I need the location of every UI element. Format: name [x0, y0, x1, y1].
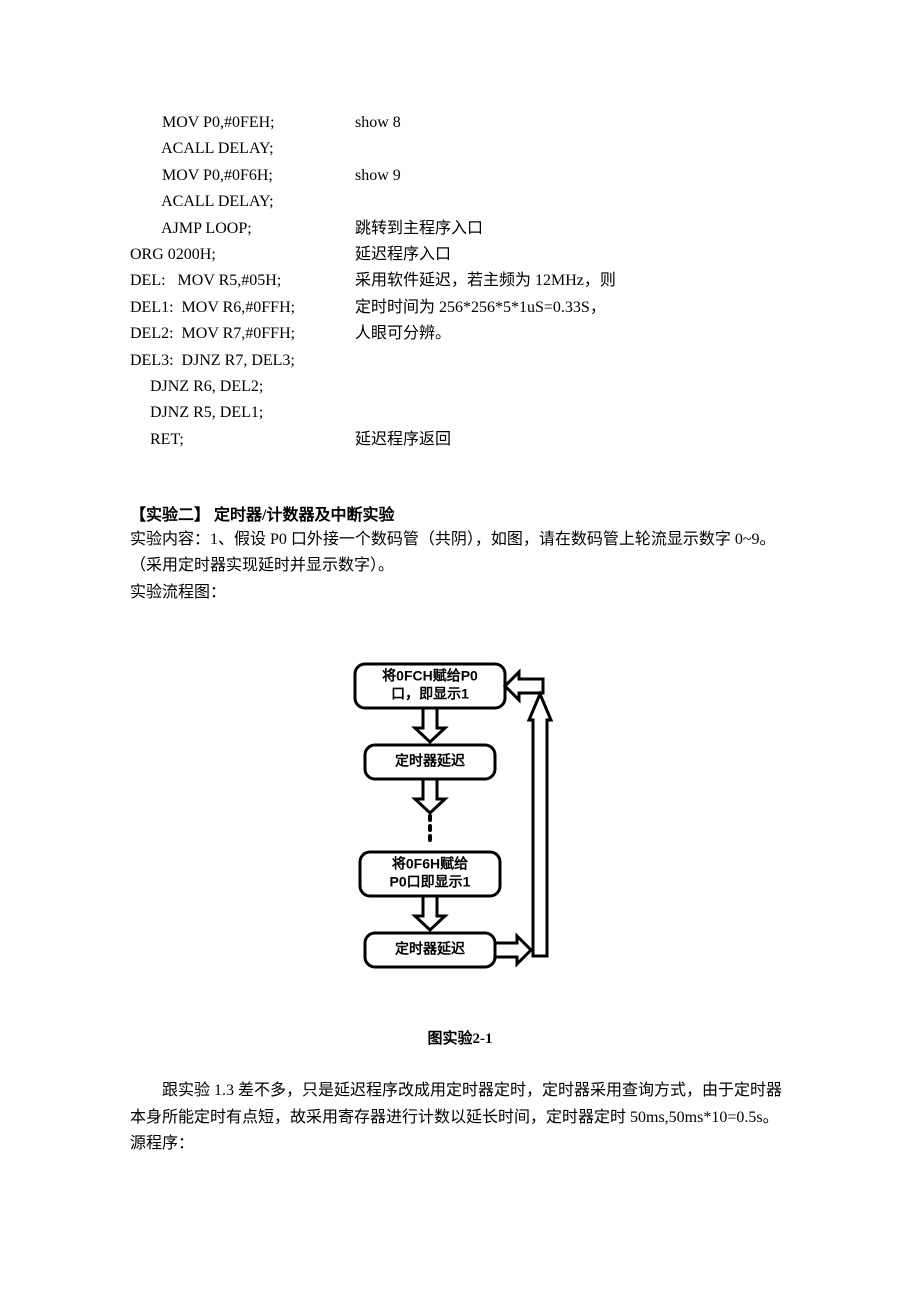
- comment-cell: [355, 348, 616, 374]
- code-row: DEL1: MOV R6,#0FFH;定时时间为 256*256*5*1uS=0…: [130, 295, 616, 321]
- code-row: ORG 0200H;延迟程序入口: [130, 242, 616, 268]
- code-rows: MOV P0,#0FEH;show 8 ACALL DELAY; MOV P0,…: [130, 110, 616, 453]
- svg-text:定时器延迟: 定时器延迟: [395, 753, 465, 769]
- code-cell: RET;: [130, 427, 355, 453]
- code-row: DJNZ R6, DEL2;: [130, 374, 616, 400]
- code-cell: DJNZ R5, DEL1;: [130, 400, 355, 426]
- code-cell: DEL3: DJNZ R7, DEL3;: [130, 348, 355, 374]
- svg-text:P0口即显示1: P0口即显示1: [390, 874, 471, 890]
- comment-cell: [355, 136, 616, 162]
- comment-cell: show 8: [355, 110, 616, 136]
- comment-cell: 人眼可分辨。: [355, 321, 616, 347]
- code-row: AJMP LOOP;跳转到主程序入口: [130, 216, 616, 242]
- code-cell: ORG 0200H;: [130, 242, 355, 268]
- code-row: DEL2: MOV R7,#0FFH;人眼可分辨。: [130, 321, 616, 347]
- code-row: DEL3: DJNZ R7, DEL3;: [130, 348, 616, 374]
- code-row: MOV P0,#0FEH;show 8: [130, 110, 616, 136]
- document-page: MOV P0,#0FEH;show 8 ACALL DELAY; MOV P0,…: [0, 0, 920, 1302]
- comment-cell: 采用软件延迟，若主频为 12MHz，则: [355, 268, 616, 294]
- code-listing: MOV P0,#0FEH;show 8 ACALL DELAY; MOV P0,…: [130, 110, 616, 453]
- flowchart-svg: 将0FCH赋给P0口，即显示1定时器延迟将0F6H赋给P0口即显示1定时器延迟: [330, 656, 590, 1016]
- code-cell: MOV P0,#0FEH;: [130, 110, 355, 136]
- code-row: MOV P0,#0F6H;show 9: [130, 163, 616, 189]
- svg-text:定时器延迟: 定时器延迟: [395, 941, 465, 957]
- code-row: ACALL DELAY;: [130, 189, 616, 215]
- comment-cell: [355, 374, 616, 400]
- comment-cell: 延迟程序入口: [355, 242, 616, 268]
- code-cell: AJMP LOOP;: [130, 216, 355, 242]
- source-label: 源程序：: [130, 1131, 790, 1157]
- flowchart-label: 实验流程图：: [130, 580, 790, 606]
- comment-cell: [355, 400, 616, 426]
- svg-text:口，即显示1: 口，即显示1: [391, 686, 469, 702]
- svg-text:将0F6H赋给: 将0F6H赋给: [392, 856, 468, 872]
- explanation-para: 跟实验 1.3 差不多，只是延迟程序改成用定时器定时，定时器采用查询方式，由于定…: [130, 1078, 790, 1131]
- code-cell: ACALL DELAY;: [130, 189, 355, 215]
- svg-text:将0FCH赋给P0: 将0FCH赋给P0: [382, 668, 478, 684]
- code-cell: DEL1: MOV R6,#0FFH;: [130, 295, 355, 321]
- code-row: DEL: MOV R5,#05H;采用软件延迟，若主频为 12MHz，则: [130, 268, 616, 294]
- comment-cell: show 9: [355, 163, 616, 189]
- code-row: DJNZ R5, DEL1;: [130, 400, 616, 426]
- code-cell: MOV P0,#0F6H;: [130, 163, 355, 189]
- code-cell: ACALL DELAY;: [130, 136, 355, 162]
- code-cell: DEL2: MOV R7,#0FFH;: [130, 321, 355, 347]
- comment-cell: 定时时间为 256*256*5*1uS=0.33S，: [355, 295, 616, 321]
- comment-cell: 跳转到主程序入口: [355, 216, 616, 242]
- code-row: ACALL DELAY;: [130, 136, 616, 162]
- code-cell: DEL: MOV R5,#05H;: [130, 268, 355, 294]
- flowchart-caption: 图实验2-1: [130, 1027, 790, 1048]
- experiment-2-title: 【实验二】 定时器/计数器及中断实验: [130, 501, 790, 525]
- code-cell: DJNZ R6, DEL2;: [130, 374, 355, 400]
- comment-cell: [355, 189, 616, 215]
- code-row: RET;延迟程序返回: [130, 427, 616, 453]
- comment-cell: 延迟程序返回: [355, 427, 616, 453]
- flowchart-figure: 将0FCH赋给P0口，即显示1定时器延迟将0F6H赋给P0口即显示1定时器延迟 …: [130, 656, 790, 1048]
- experiment-content-para: 实验内容：1、假设 P0 口外接一个数码管（共阴），如图，请在数码管上轮流显示数…: [130, 527, 790, 580]
